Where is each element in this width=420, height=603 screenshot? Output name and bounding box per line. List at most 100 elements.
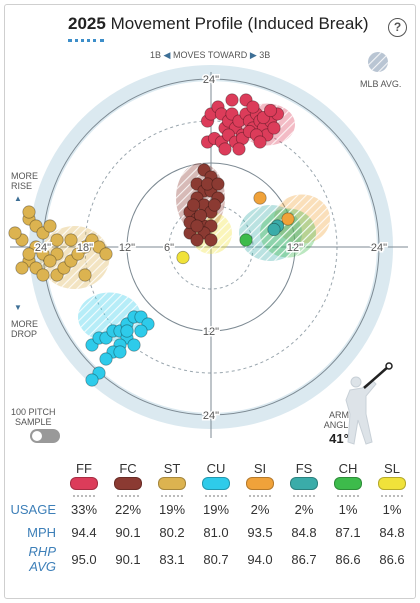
usage-st: 19% — [158, 502, 186, 517]
pitch-point-fc — [186, 198, 201, 212]
swatch-underline — [205, 495, 227, 497]
pitch-swatch-fc[interactable] — [114, 477, 142, 490]
title-text: Movement Profile (Induced Break) — [110, 14, 369, 33]
pitch-point-st — [43, 219, 57, 233]
swatch-underline — [337, 495, 359, 497]
pitch-point-ff — [232, 142, 246, 156]
pitch-swatch-si[interactable] — [246, 477, 274, 490]
arm-angle-label-2: ANGLE — [323, 420, 355, 430]
pitch-point-ff — [218, 142, 232, 156]
rhp-cu: 80.7 — [203, 551, 229, 567]
direction-middle: MOVES TOWARD — [172, 50, 248, 60]
rhp-fc: 90.1 — [115, 551, 141, 567]
pitch-point-st — [22, 247, 36, 261]
pitch-code-fs: FS — [295, 460, 313, 476]
swatch-cell[interactable] — [370, 476, 414, 498]
more-rise-label-1: MORE — [11, 171, 38, 181]
swatch-cell[interactable] — [62, 476, 106, 498]
more-drop-label-1: MORE — [11, 319, 38, 329]
rhp-avg-row: RHP AVG 95.0 90.1 83.1 80.7 94.0 86.7 86… — [8, 544, 414, 574]
pitch-point-ff — [246, 100, 260, 114]
more-rise-label-2: RISE — [11, 181, 33, 191]
ring-label: 18" — [77, 242, 93, 254]
pitch-swatch-fs[interactable] — [290, 477, 318, 490]
swatch-underline — [293, 495, 315, 497]
usage-label: USAGE — [10, 502, 56, 517]
mph-row: MPH 94.4 90.1 80.2 81.0 93.5 84.8 87.1 8… — [8, 521, 414, 544]
pitch-code-st: ST — [163, 460, 181, 476]
swatch-cell[interactable] — [238, 476, 282, 498]
direction-left: 1B — [150, 50, 162, 60]
pitch-point-ff — [263, 103, 278, 118]
pitch-swatch-ch[interactable] — [334, 477, 362, 490]
rhp-sl: 86.6 — [379, 551, 405, 567]
pitch-swatch-st[interactable] — [158, 477, 186, 490]
pitch-code-ch: CH — [338, 460, 358, 476]
ring-label: 24" — [35, 242, 51, 254]
usage-si: 2% — [250, 502, 270, 517]
pitch-swatch-cu[interactable] — [202, 477, 230, 490]
rhp-si: 94.0 — [247, 551, 273, 567]
pitch-point-st — [99, 247, 113, 261]
empty-label — [8, 476, 62, 498]
mph-ff: 94.4 — [71, 525, 97, 540]
mlb-avg-hatch-ch — [260, 208, 316, 258]
pitch-swatch-ff[interactable] — [70, 477, 98, 490]
mph-si: 93.5 — [247, 525, 273, 540]
swatch-cell[interactable] — [194, 476, 238, 498]
ring-label: 24" — [371, 242, 387, 254]
arrow-up-icon: ▲ — [14, 194, 22, 203]
rhp-ff: 95.0 — [71, 551, 97, 567]
pitch-code-sl: SL — [384, 460, 400, 476]
rhp-ch: 86.6 — [335, 551, 361, 567]
pitch-code-cu: CU — [206, 460, 226, 476]
arm-angle-label: ARM ANGLE — [318, 410, 360, 430]
help-icon[interactable]: ? — [388, 18, 407, 37]
mlb-avg-label: MLB AVG. — [360, 79, 402, 89]
usage-row: USAGE 33% 22% 19% 19% 2% 2% 1% 1% — [8, 498, 414, 521]
sample-label-1: 100 PITCH — [11, 407, 56, 417]
swatch-cell[interactable] — [150, 476, 194, 498]
usage-ch: 1% — [338, 502, 358, 517]
title-year: 2025 — [68, 14, 106, 33]
arm-angle-label-1: ARM — [329, 410, 349, 420]
pitch-point-fc — [190, 219, 204, 233]
pitch-point-fc — [207, 198, 222, 212]
direction-label: 1B ◀ MOVES TOWARD ▶ 3B — [150, 50, 270, 61]
pitch-point-ff — [253, 135, 267, 149]
mph-st: 80.2 — [159, 525, 185, 540]
pitch-point-si — [281, 212, 295, 226]
ring-label: 12" — [203, 326, 219, 338]
swatch-underline — [117, 495, 139, 497]
pitch-point-cu — [99, 352, 113, 366]
pitch-point-cu — [127, 338, 141, 352]
pitch-table: FF FC ST CU SI FS CH SL USAGE 33% 22% 19… — [8, 460, 414, 574]
pitch-point-cu — [134, 324, 148, 338]
mph-label: MPH — [27, 525, 56, 540]
ring-label: 6" — [164, 242, 174, 254]
swatch-underline — [161, 495, 183, 497]
pitch-swatch-sl[interactable] — [378, 477, 406, 490]
pitch-point-ff — [225, 93, 239, 107]
title-underline — [68, 39, 104, 42]
sample-toggle[interactable] — [30, 429, 60, 443]
rhp-fs: 86.7 — [291, 551, 317, 567]
pitch-point-sl — [176, 250, 190, 265]
swatch-cell[interactable] — [282, 476, 326, 498]
pitch-point-st — [43, 254, 57, 268]
swatch-cell[interactable] — [106, 476, 150, 498]
ring-label: 12" — [119, 242, 135, 254]
pitch-point-st — [15, 261, 29, 275]
pitch-point-si — [253, 191, 267, 205]
usage-ff: 33% — [70, 502, 98, 517]
pitch-point-st — [36, 268, 50, 282]
mph-sl: 84.8 — [379, 525, 405, 540]
ring-label: 12" — [287, 242, 303, 254]
arrow-right-icon: ▶ — [249, 50, 257, 60]
pitch-point-st — [78, 268, 92, 282]
swatch-underline — [73, 495, 95, 497]
swatch-cell[interactable] — [326, 476, 370, 498]
pitch-point-ff — [267, 121, 281, 135]
pitch-point-st — [64, 233, 78, 247]
mph-cu: 81.0 — [203, 525, 229, 540]
